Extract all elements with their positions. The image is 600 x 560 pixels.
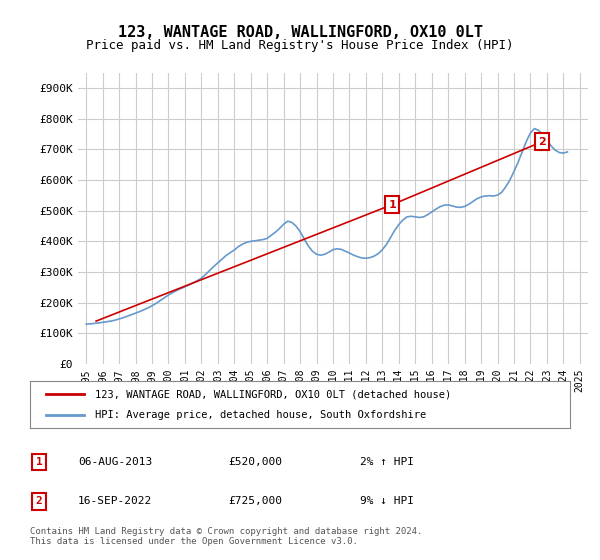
- Text: 2% ↑ HPI: 2% ↑ HPI: [360, 457, 414, 467]
- Text: 1: 1: [35, 457, 43, 467]
- Text: 16-SEP-2022: 16-SEP-2022: [78, 496, 152, 506]
- Text: 06-AUG-2013: 06-AUG-2013: [78, 457, 152, 467]
- Text: 123, WANTAGE ROAD, WALLINGFORD, OX10 0LT: 123, WANTAGE ROAD, WALLINGFORD, OX10 0LT: [118, 25, 482, 40]
- Text: Contains HM Land Registry data © Crown copyright and database right 2024.
This d: Contains HM Land Registry data © Crown c…: [30, 526, 422, 546]
- Text: 123, WANTAGE ROAD, WALLINGFORD, OX10 0LT (detached house): 123, WANTAGE ROAD, WALLINGFORD, OX10 0LT…: [95, 389, 451, 399]
- Text: 9% ↓ HPI: 9% ↓ HPI: [360, 496, 414, 506]
- Text: HPI: Average price, detached house, South Oxfordshire: HPI: Average price, detached house, Sout…: [95, 410, 426, 420]
- Text: 1: 1: [388, 199, 396, 209]
- Text: 2: 2: [35, 496, 43, 506]
- Text: Price paid vs. HM Land Registry's House Price Index (HPI): Price paid vs. HM Land Registry's House …: [86, 39, 514, 52]
- Text: 2: 2: [538, 137, 546, 147]
- Text: £520,000: £520,000: [228, 457, 282, 467]
- Text: £725,000: £725,000: [228, 496, 282, 506]
